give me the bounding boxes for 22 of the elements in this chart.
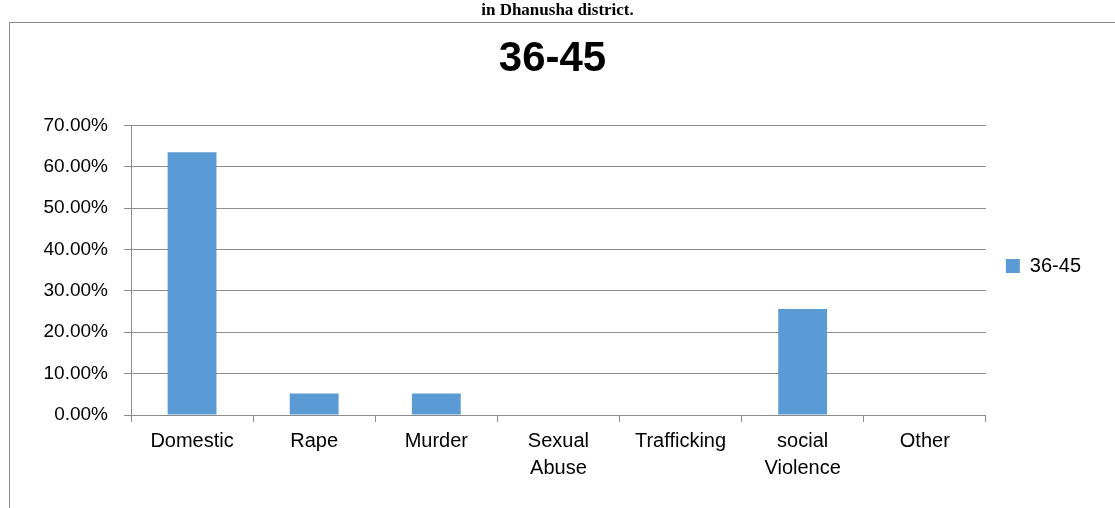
x-tick-label: Rape bbox=[290, 429, 339, 452]
y-tick-label: 40.00% bbox=[43, 237, 109, 259]
bar bbox=[167, 152, 217, 415]
y-tick-label: 10.00% bbox=[43, 361, 109, 383]
y-tick-label: 30.00% bbox=[43, 279, 109, 301]
bar bbox=[411, 393, 461, 415]
y-tick-label: 20.00% bbox=[43, 320, 109, 342]
x-tick-label: Other bbox=[899, 429, 951, 452]
x-tick-label: Sexual Abuse bbox=[527, 429, 589, 479]
y-tick-label: 60.00% bbox=[43, 155, 109, 177]
x-tick-label: Murder bbox=[404, 429, 469, 452]
x-tick-label: Trafficking bbox=[634, 429, 727, 452]
chart-title: 36-45 bbox=[498, 32, 607, 80]
legend-label: 36-45 bbox=[1029, 253, 1081, 276]
y-tick-label: 70.00% bbox=[43, 113, 109, 135]
x-tick-label: Domestic bbox=[150, 429, 234, 452]
y-tick-label: 0.00% bbox=[54, 403, 109, 425]
bar bbox=[289, 393, 339, 415]
bar bbox=[778, 309, 828, 415]
text: in Dhanusha district. bbox=[480, 0, 635, 20]
y-tick-label: 50.00% bbox=[43, 196, 109, 218]
x-tick-label: social Violence bbox=[764, 429, 841, 479]
